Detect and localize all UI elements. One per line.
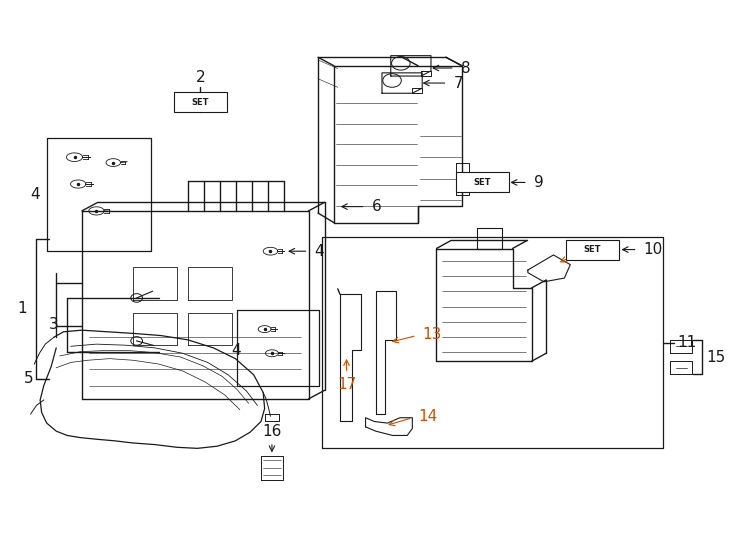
Text: 11: 11 [677, 335, 697, 350]
Text: 16: 16 [262, 424, 282, 439]
Text: 14: 14 [418, 409, 437, 423]
Text: SET: SET [584, 245, 601, 254]
Text: 9: 9 [534, 175, 543, 190]
FancyBboxPatch shape [457, 172, 509, 192]
Text: 8: 8 [461, 60, 470, 76]
Text: 1: 1 [18, 301, 27, 316]
Text: 10: 10 [644, 242, 663, 257]
Text: 4: 4 [30, 187, 40, 202]
Text: 2: 2 [195, 70, 205, 85]
Text: 15: 15 [706, 349, 725, 364]
FancyBboxPatch shape [174, 92, 227, 112]
Text: 4: 4 [314, 244, 324, 259]
Text: SET: SET [473, 178, 491, 187]
Text: 12: 12 [592, 240, 611, 255]
Text: 13: 13 [423, 327, 442, 342]
Text: SET: SET [192, 98, 209, 107]
Text: 5: 5 [24, 371, 34, 386]
Text: 7: 7 [454, 76, 463, 91]
Text: 4: 4 [232, 343, 241, 358]
Text: 6: 6 [371, 199, 381, 214]
Text: 17: 17 [337, 377, 356, 393]
FancyBboxPatch shape [566, 240, 619, 260]
Text: 3: 3 [48, 318, 59, 332]
